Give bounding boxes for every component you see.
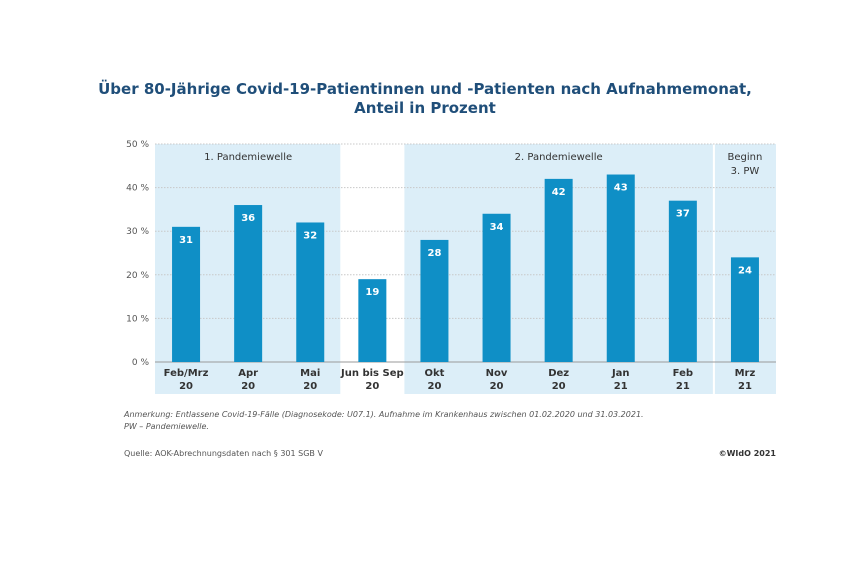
x-tick-label: 21 bbox=[738, 381, 752, 392]
x-tick-label: 20 bbox=[365, 381, 379, 392]
bar-value-label: 37 bbox=[676, 209, 690, 220]
x-tick-label: Feb bbox=[673, 368, 693, 379]
bar-value-label: 28 bbox=[427, 248, 441, 259]
bar bbox=[606, 174, 635, 362]
x-tick-label: Mrz bbox=[735, 368, 756, 379]
x-tick-label: 21 bbox=[676, 381, 690, 392]
bar bbox=[420, 239, 449, 362]
bar bbox=[358, 279, 387, 362]
footnote-line1: Anmerkung: Entlassene Covid-19-Fälle (Di… bbox=[124, 410, 644, 419]
x-tick-label: 21 bbox=[614, 381, 628, 392]
bar-value-label: 36 bbox=[241, 213, 255, 224]
bar-value-label: 32 bbox=[303, 230, 317, 241]
bar-value-label: 31 bbox=[179, 235, 193, 246]
wave-label: 3. PW bbox=[731, 166, 760, 177]
x-tick-label: 20 bbox=[552, 381, 566, 392]
wave-label: 2. Pandemiewelle bbox=[515, 152, 603, 163]
bar bbox=[544, 178, 573, 362]
bar bbox=[234, 205, 263, 362]
y-tick-label: 30 % bbox=[126, 227, 149, 237]
bar-value-label: 19 bbox=[365, 287, 379, 298]
y-tick-label: 10 % bbox=[126, 314, 149, 324]
bar bbox=[482, 213, 511, 362]
bar bbox=[668, 200, 697, 362]
bar-value-label: 42 bbox=[552, 187, 566, 198]
x-tick-label: Dez bbox=[548, 368, 569, 379]
x-tick-label: 20 bbox=[427, 381, 441, 392]
wave-label: 1. Pandemiewelle bbox=[204, 152, 292, 163]
x-tick-label: Feb/Mrz bbox=[164, 368, 209, 379]
bar bbox=[172, 226, 201, 362]
source-text: Quelle: AOK-Abrechnungsdaten nach § 301 … bbox=[124, 449, 323, 458]
x-tick-label: 20 bbox=[490, 381, 504, 392]
x-tick-label: Apr bbox=[238, 368, 258, 379]
y-tick-label: 20 % bbox=[126, 271, 149, 281]
footnote-line2: PW – Pandemiewelle. bbox=[124, 422, 209, 431]
x-tick-label: 20 bbox=[179, 381, 193, 392]
x-tick-label: Nov bbox=[486, 368, 508, 379]
x-tick-label: 20 bbox=[303, 381, 317, 392]
y-tick-label: 0 % bbox=[132, 358, 150, 368]
bar bbox=[730, 257, 759, 362]
x-tick-label: Jun bis Sep bbox=[340, 368, 404, 379]
x-tick-label: Okt bbox=[424, 368, 444, 379]
bar-value-label: 24 bbox=[738, 265, 752, 276]
x-tick-label: Jan bbox=[611, 368, 630, 379]
x-tick-label: Mai bbox=[300, 368, 320, 379]
y-tick-label: 50 % bbox=[126, 140, 149, 150]
wave-label: Beginn bbox=[728, 152, 763, 163]
bar-value-label: 43 bbox=[614, 183, 628, 194]
bar-value-label: 34 bbox=[490, 222, 504, 233]
chart-title-line2: Anteil in Prozent bbox=[354, 99, 496, 117]
y-tick-label: 40 % bbox=[126, 184, 149, 194]
copyright-text: ©WIdO 2021 bbox=[718, 449, 776, 458]
chart-title-line1: Über 80-Jährige Covid-19-Patientinnen un… bbox=[98, 80, 752, 98]
x-tick-label: 20 bbox=[241, 381, 255, 392]
bar bbox=[296, 222, 325, 362]
